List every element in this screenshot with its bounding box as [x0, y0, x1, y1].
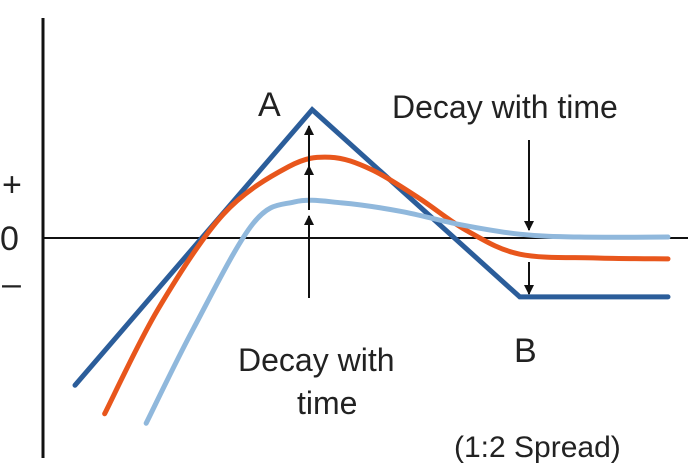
series-line-orange	[102, 154, 671, 417]
series-line-light-blue	[143, 197, 671, 426]
point-a-label: A	[258, 86, 281, 124]
spread-label: (1:2 Spread)	[454, 431, 621, 464]
y-tick-label-plus: +	[2, 166, 22, 204]
y-tick-label-zero: 0	[0, 220, 19, 258]
decay-label-bottom-line1: Decay with	[238, 342, 395, 378]
decay-label-bottom-line2: time	[297, 385, 357, 421]
point-b-label: B	[514, 332, 537, 370]
series-layer	[72, 106, 671, 426]
y-tick-label-minus: –	[2, 265, 21, 303]
decay-label-top: Decay with time	[392, 89, 618, 125]
series-line-dark-blue	[72, 106, 671, 388]
decay-arrows	[304, 125, 534, 298]
